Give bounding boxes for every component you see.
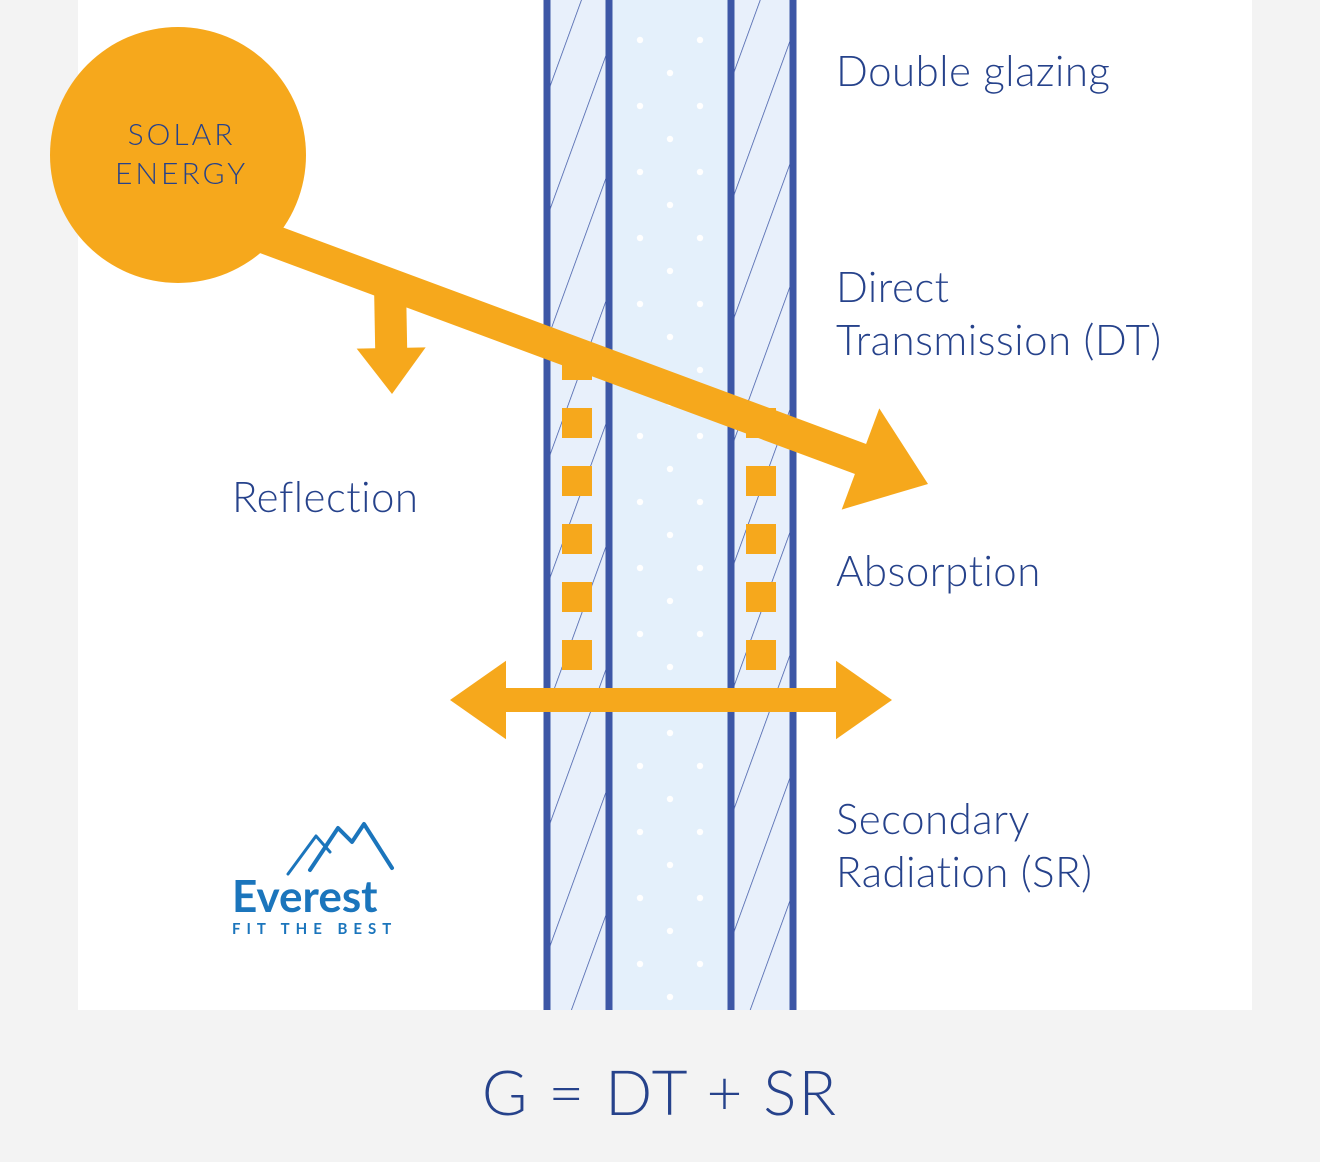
glazing-gap bbox=[609, 0, 731, 1010]
logo-tagline-text: FIT THE BEST bbox=[232, 920, 397, 938]
glass-pane-left-hatch bbox=[547, 0, 609, 1010]
label-double-glazing: Double glazing bbox=[836, 44, 1110, 97]
label-direct-transmission: DirectTransmission (DT) bbox=[836, 260, 1162, 365]
label-absorption: Absorption bbox=[836, 544, 1041, 597]
glass-pane-right-hatch bbox=[731, 0, 793, 1010]
label-secondary-radiation: SecondaryRadiation (SR) bbox=[836, 792, 1092, 897]
everest-logo: Everest FIT THE BEST bbox=[232, 870, 397, 938]
formula-text: G = DT + SR bbox=[0, 1055, 1320, 1129]
everest-mountain-icon bbox=[288, 824, 392, 874]
logo-brand-text: Everest bbox=[232, 870, 397, 922]
label-reflection: Reflection bbox=[232, 470, 419, 523]
sun-label: SOLARENERGY bbox=[115, 115, 248, 193]
